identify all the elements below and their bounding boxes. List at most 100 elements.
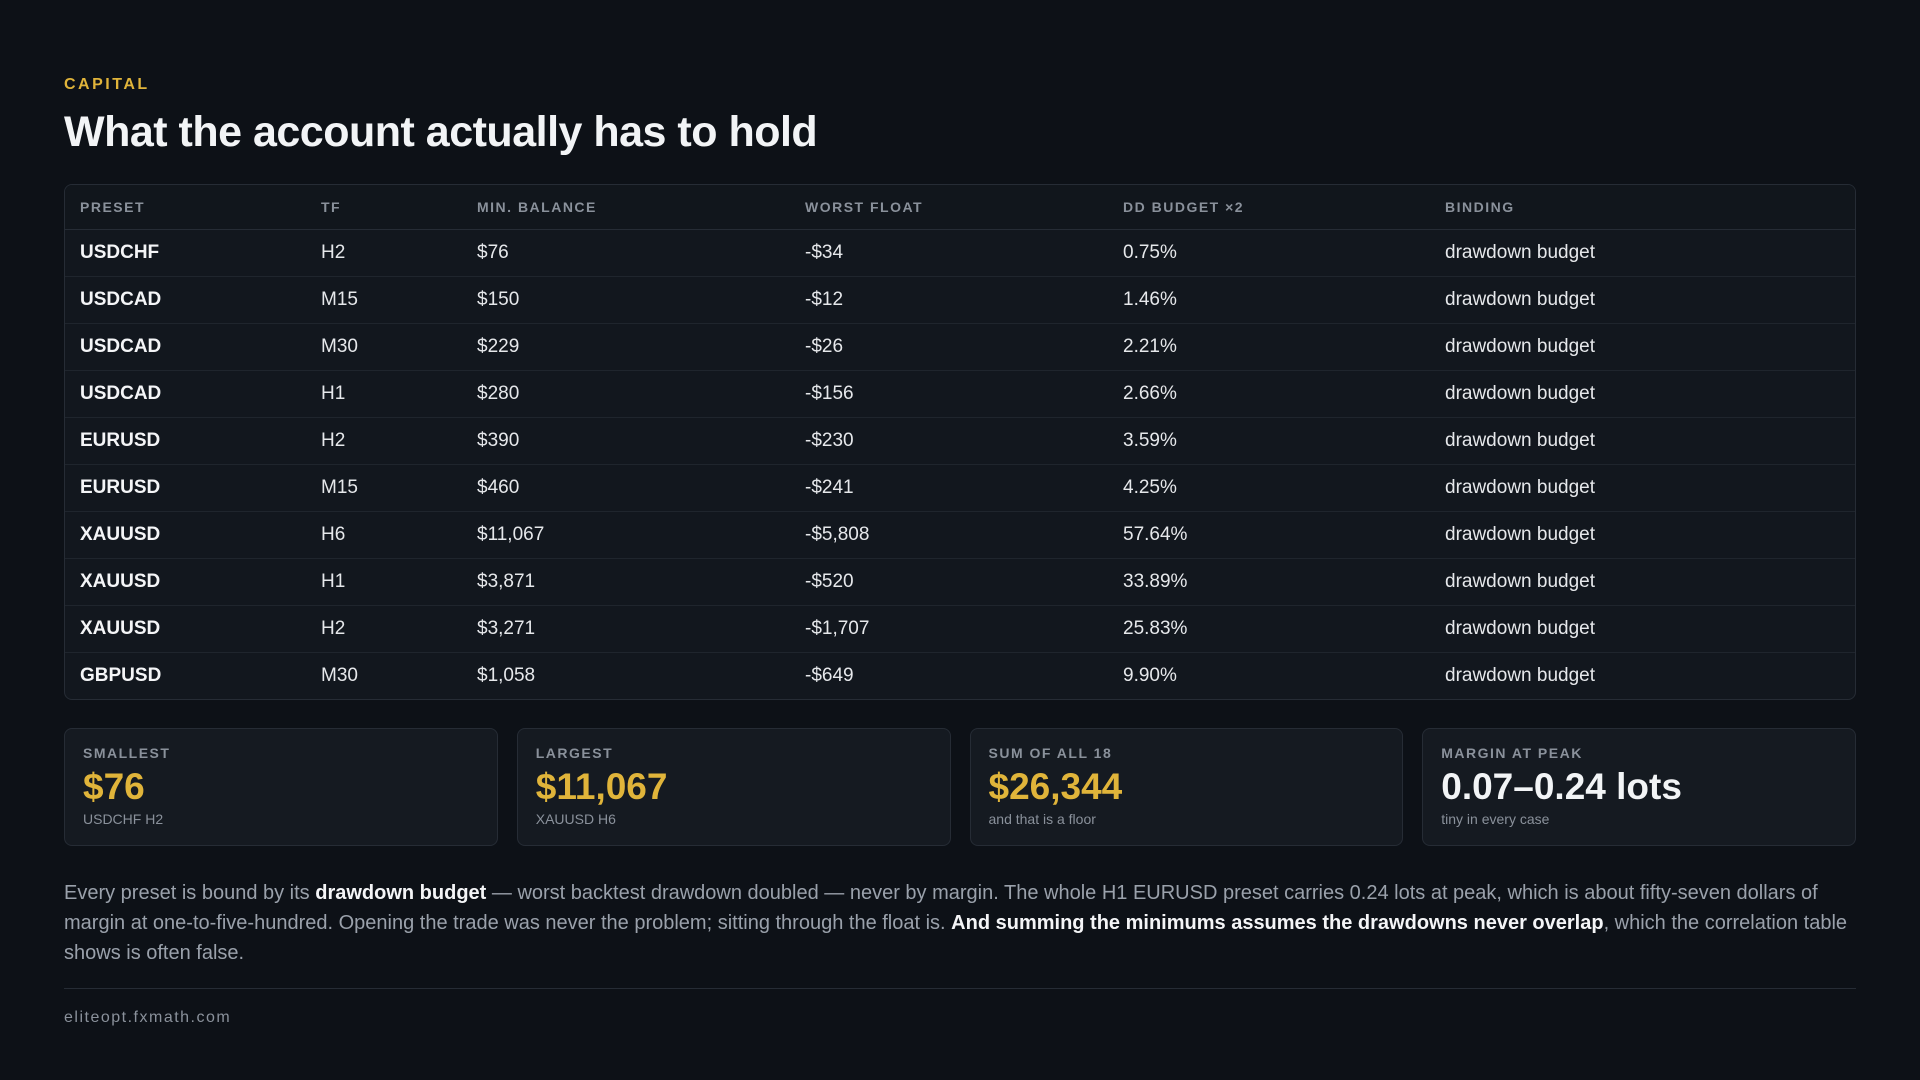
cell-binding: drawdown budget bbox=[1430, 229, 1855, 277]
cell-min-balance: $150 bbox=[462, 276, 790, 324]
cell-dd-budget: 2.66% bbox=[1108, 370, 1430, 418]
table-row: XAUUSD H2 $3,271 -$1,707 25.83% drawdown… bbox=[65, 605, 1855, 653]
cell-binding: drawdown budget bbox=[1430, 605, 1855, 653]
table-row: XAUUSD H6 $11,067 -$5,808 57.64% drawdow… bbox=[65, 511, 1855, 559]
cell-tf: M30 bbox=[321, 665, 358, 686]
explanation-paragraph: Every preset is bound by its drawdown bu… bbox=[64, 878, 1856, 968]
footer-site: eliteopt.fxmath.com bbox=[64, 1009, 232, 1026]
cell-min-balance: $3,871 bbox=[462, 558, 790, 606]
cell-tf: H2 bbox=[306, 417, 462, 465]
cell-preset: USDCAD bbox=[65, 370, 306, 418]
paragraph-text: , which the correlation table shows is o… bbox=[64, 912, 1848, 964]
cell-tf: H1 bbox=[306, 558, 462, 606]
cell-preset: EURUSD bbox=[65, 464, 306, 512]
stat-label: SMALLEST bbox=[83, 745, 171, 761]
cell-tf: M15 bbox=[306, 464, 462, 512]
cell-worst-float: -$520 bbox=[790, 558, 1108, 606]
stat-label: MARGIN AT PEAK bbox=[1441, 745, 1583, 761]
stat-label: LARGEST bbox=[535, 745, 614, 761]
cell-min-balance: $390 bbox=[462, 417, 790, 465]
cell-tf: H2 bbox=[306, 229, 462, 277]
cell-dd-budget: 1.46% bbox=[1108, 276, 1430, 324]
cell-preset: USDCAD bbox=[65, 276, 306, 324]
cell-min-balance: $1,058 bbox=[477, 665, 536, 686]
cell-worst-float: -$34 bbox=[790, 229, 1108, 277]
cell-preset: XAUUSD bbox=[65, 605, 306, 653]
cell-tf: M15 bbox=[306, 276, 462, 324]
stat-card-smallest: SMALLEST $76 USDCHF H2 bbox=[64, 728, 498, 846]
section-eyebrow: CAPITAL bbox=[64, 76, 150, 93]
cell-tf: H6 bbox=[306, 511, 462, 559]
cell-min-balance: $280 bbox=[462, 370, 790, 418]
column-header-tf: TF bbox=[306, 185, 462, 230]
cell-min-balance: $229 bbox=[462, 323, 790, 371]
table-row: USDCAD M30 $229 -$26 2.21% drawdown budg… bbox=[65, 323, 1855, 371]
table-header-row: PRESET TF MIN. BALANCE WORST FLOAT DD BU… bbox=[65, 185, 1855, 230]
cell-dd-budget: 4.25% bbox=[1108, 464, 1430, 512]
cell-min-balance: $76 bbox=[462, 229, 790, 277]
cell-binding: drawdown budget bbox=[1430, 558, 1855, 606]
table-row: XAUUSD H1 $3,871 -$520 33.89% drawdown b… bbox=[65, 558, 1855, 606]
column-header-worst-float: WORST FLOAT bbox=[790, 185, 1108, 230]
cell-min-balance: $460 bbox=[462, 464, 790, 512]
stat-value: 0.07–0.24 lots bbox=[1441, 766, 1682, 807]
cell-min-balance: $3,271 bbox=[462, 605, 790, 653]
cell-worst-float: -$649 bbox=[805, 665, 854, 686]
table-row: USDCAD M15 $150 -$12 1.46% drawdown budg… bbox=[65, 276, 1855, 324]
paragraph-text: — worst backtest drawdown doubled — neve… bbox=[64, 882, 1818, 934]
table-row: USDCHF H2 $76 -$34 0.75% drawdown budget bbox=[65, 229, 1855, 277]
cell-tf: H1 bbox=[306, 370, 462, 418]
stat-card-sum: SUM OF ALL 18 $26,344 and that is a floo… bbox=[969, 728, 1404, 846]
stat-subtext: XAUUSD H6 bbox=[535, 811, 616, 827]
cell-dd-budget: 25.83% bbox=[1108, 605, 1430, 653]
cell-binding: drawdown budget bbox=[1430, 370, 1855, 418]
stat-value: $11,067 bbox=[535, 766, 668, 807]
cell-worst-float: -$5,808 bbox=[790, 511, 1108, 559]
paragraph-emphasis: drawdown budget bbox=[315, 882, 487, 904]
table-row: GBPUSD M30 $1,058 -$649 9.90% drawdown b… bbox=[65, 653, 1855, 700]
cell-binding: drawdown budget bbox=[1430, 417, 1855, 465]
cell-binding: drawdown budget bbox=[1445, 665, 1595, 686]
page-title: What the account actually has to hold bbox=[64, 108, 818, 156]
cell-worst-float: -$156 bbox=[790, 370, 1108, 418]
cell-preset: XAUUSD bbox=[65, 511, 306, 559]
cell-preset: USDCAD bbox=[65, 323, 306, 371]
cell-binding: drawdown budget bbox=[1430, 323, 1855, 371]
cell-binding: drawdown budget bbox=[1430, 276, 1855, 324]
cell-worst-float: -$1,707 bbox=[790, 605, 1108, 653]
table-row: USDCAD H1 $280 -$156 2.66% drawdown budg… bbox=[65, 370, 1855, 418]
cell-worst-float: -$26 bbox=[790, 323, 1108, 371]
cell-preset: USDCHF bbox=[65, 229, 306, 277]
cell-tf: M30 bbox=[306, 323, 462, 371]
stat-cards: SMALLEST $76 USDCHF H2 LARGEST $11,067 X… bbox=[64, 728, 1856, 846]
footer-divider bbox=[64, 988, 1856, 989]
paragraph-text: Every preset is bound by its bbox=[64, 882, 316, 904]
paragraph-emphasis: And summing the minimums assumes the dra… bbox=[951, 912, 1604, 934]
cell-dd-budget: 9.90% bbox=[1123, 665, 1177, 686]
stat-card-margin: MARGIN AT PEAK 0.07–0.24 lots tiny in ev… bbox=[1422, 728, 1856, 846]
stat-subtext: and that is a floor bbox=[988, 811, 1096, 827]
stat-subtext: tiny in every case bbox=[1441, 811, 1550, 827]
cell-dd-budget: 57.64% bbox=[1108, 511, 1430, 559]
table-row: EURUSD H2 $390 -$230 3.59% drawdown budg… bbox=[65, 417, 1855, 465]
cell-preset: GBPUSD bbox=[80, 665, 162, 686]
cell-min-balance: $11,067 bbox=[462, 511, 790, 559]
column-header-preset: PRESET bbox=[65, 185, 306, 230]
table-row: EURUSD M15 $460 -$241 4.25% drawdown bud… bbox=[65, 464, 1855, 512]
stat-label: SUM OF ALL 18 bbox=[988, 745, 1113, 761]
column-header-min-balance: MIN. BALANCE bbox=[462, 185, 790, 230]
cell-dd-budget: 0.75% bbox=[1108, 229, 1430, 277]
cell-dd-budget: 33.89% bbox=[1108, 558, 1430, 606]
cell-dd-budget: 3.59% bbox=[1108, 417, 1430, 465]
cell-preset: EURUSD bbox=[65, 417, 306, 465]
cell-binding: drawdown budget bbox=[1430, 464, 1855, 512]
capital-table: PRESET TF MIN. BALANCE WORST FLOAT DD BU… bbox=[64, 184, 1856, 700]
stat-value: $26,344 bbox=[988, 766, 1123, 807]
cell-worst-float: -$230 bbox=[790, 417, 1108, 465]
cell-worst-float: -$12 bbox=[790, 276, 1108, 324]
cell-binding: drawdown budget bbox=[1430, 511, 1855, 559]
stat-subtext: USDCHF H2 bbox=[83, 811, 164, 827]
stat-value: $76 bbox=[83, 766, 145, 807]
column-header-dd-budget: DD BUDGET ×2 bbox=[1108, 185, 1430, 230]
